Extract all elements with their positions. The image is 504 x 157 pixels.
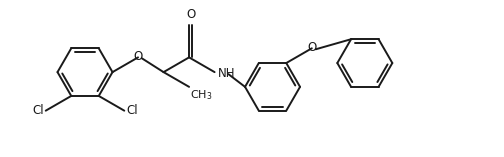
Text: O: O	[134, 50, 143, 63]
Text: Cl: Cl	[126, 104, 138, 117]
Text: Cl: Cl	[32, 104, 44, 117]
Text: CH$_3$: CH$_3$	[190, 88, 213, 102]
Text: O: O	[307, 41, 317, 54]
Text: NH: NH	[218, 67, 235, 80]
Text: O: O	[186, 8, 195, 21]
